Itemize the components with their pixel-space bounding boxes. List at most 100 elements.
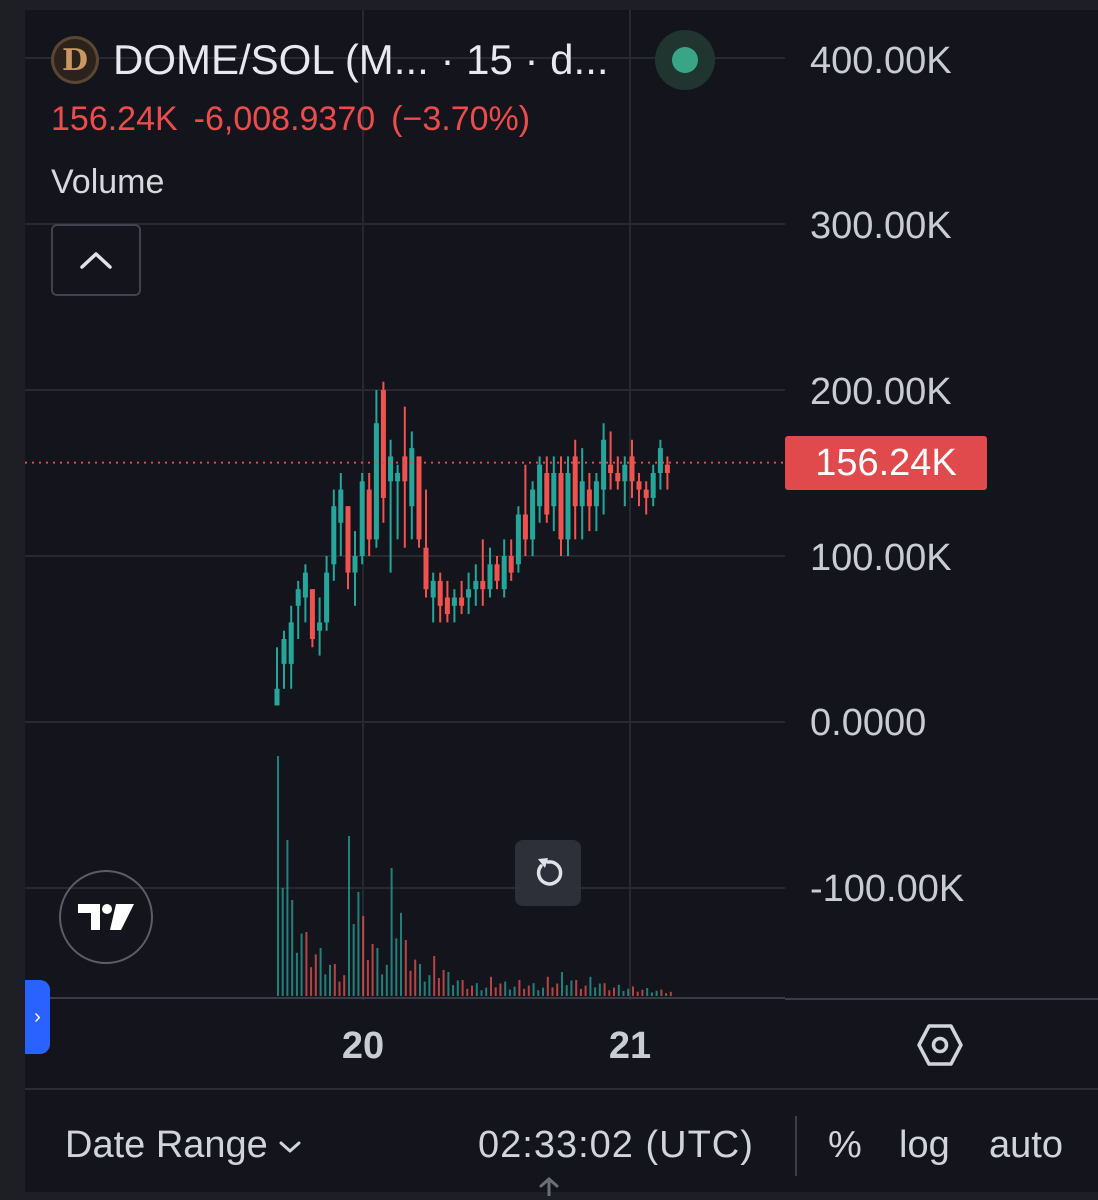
y-tick-label: -100.00K — [810, 868, 965, 910]
candle-body-down — [480, 580, 486, 590]
axis-divider — [785, 998, 1098, 1000]
candle-body-up — [601, 439, 607, 490]
volume-bar — [452, 985, 455, 996]
volume-bar — [665, 993, 668, 996]
date-range-label: Date Range — [65, 1124, 268, 1166]
volume-bar — [475, 983, 478, 996]
volume-bar — [537, 990, 540, 996]
candle-body-up — [466, 589, 472, 598]
volume-bar — [366, 960, 369, 996]
volume-bar — [423, 981, 426, 996]
rotate-reset-icon — [536, 858, 563, 886]
candle-body-down — [345, 506, 351, 573]
settings-hexagon-icon — [917, 1024, 963, 1066]
volume-bar — [314, 954, 317, 996]
volume-bar — [362, 916, 365, 996]
market-status-indicator[interactable] — [654, 30, 715, 90]
volume-bar — [466, 988, 469, 996]
auto-scale-toggle[interactable]: auto — [989, 1124, 1063, 1166]
volume-bar — [570, 980, 573, 996]
candle-body-down — [444, 597, 450, 615]
y-tick-label: 0.0000 — [810, 702, 927, 744]
price-change: -6,008.9370 — [193, 100, 376, 138]
reset-chart-button[interactable] — [515, 840, 581, 906]
chart-settings-button[interactable] — [915, 1020, 965, 1070]
candle-body-up — [565, 473, 571, 540]
volume-bar — [447, 972, 450, 996]
volume-bar — [461, 980, 464, 996]
sidebar-toggle-button[interactable]: › — [25, 980, 50, 1054]
utc-clock[interactable]: 02:33:02 (UTC) — [478, 1124, 754, 1166]
volume-bar — [281, 888, 284, 996]
volume-bar — [650, 992, 653, 996]
volume-bar — [532, 983, 535, 996]
tradingview-logo[interactable] — [59, 870, 153, 964]
candle-body-up — [579, 481, 585, 507]
volume-bar — [598, 983, 601, 996]
volume-bar — [490, 976, 492, 996]
volume-bar — [542, 987, 544, 996]
collapse-legend-button[interactable] — [51, 224, 141, 296]
volume-bar — [390, 868, 393, 996]
volume-bar — [310, 967, 313, 996]
log-scale-toggle[interactable]: log — [899, 1124, 950, 1166]
volume-bar — [565, 985, 568, 996]
volume-bar — [395, 938, 398, 996]
volume-bar — [556, 983, 559, 996]
y-tick-label: 300.00K — [810, 205, 952, 247]
candle-body-up — [409, 448, 415, 507]
chart-footer: Date Range 02:33:02 (UTC) % log auto — [25, 1088, 1098, 1196]
candle-body-down — [558, 473, 564, 540]
chart-header: D DOME/SOL (M... · 15 · d... 156.24K -6,0… — [51, 30, 791, 296]
price-row: 156.24K -6,008.9370 (−3.70%) — [51, 100, 791, 139]
volume-bar — [419, 964, 421, 996]
candle-body-up — [302, 572, 308, 598]
chevron-down-icon — [279, 1141, 301, 1153]
volume-bar — [513, 986, 516, 996]
volume-bar — [352, 924, 355, 996]
arrow-up-icon — [539, 1177, 559, 1196]
volume-bar — [409, 970, 412, 996]
volume-bar — [381, 974, 384, 996]
volume-bar — [319, 948, 322, 996]
price-axis[interactable]: 400.00K 300.00K 200.00K 100.00K 0.0000 -… — [785, 10, 1098, 1000]
date-range-dropdown[interactable]: Date Range — [65, 1124, 302, 1167]
candle-body-up — [551, 473, 557, 507]
volume-bar — [561, 972, 563, 996]
percent-scale-toggle[interactable]: % — [828, 1124, 862, 1166]
candle-body-up — [373, 423, 379, 540]
candle-body-down — [437, 580, 443, 606]
volume-bar — [348, 836, 350, 996]
volume-bar — [277, 756, 279, 996]
candle-body-up — [593, 481, 599, 507]
symbol-title[interactable]: DOME/SOL (M... · 15 · d... — [113, 36, 609, 83]
volume-bar — [404, 940, 407, 996]
x-tick-label: 21 — [608, 1025, 652, 1067]
volume-bar — [433, 956, 436, 996]
candle-body-down — [423, 547, 429, 590]
candle-body-down — [636, 481, 642, 490]
volume-bar — [523, 988, 526, 996]
candle-body-up — [317, 622, 323, 631]
tradingview-logo-icon — [78, 904, 134, 930]
volume-bar — [660, 989, 663, 996]
volume-bar — [305, 932, 308, 996]
candle-body-up — [331, 506, 337, 565]
token-logo-letter: D — [61, 42, 88, 78]
candle-body-up — [338, 489, 344, 523]
volume-bar — [480, 990, 483, 996]
volume-bar — [376, 948, 379, 996]
candle-body-down — [664, 464, 670, 473]
volume-bar — [551, 987, 554, 996]
candle-body-down — [402, 456, 408, 482]
y-tick-label: 400.00K — [810, 40, 952, 82]
volume-bar — [471, 985, 473, 996]
candle-body-down — [615, 473, 621, 482]
volume-indicator-label[interactable]: Volume — [51, 163, 165, 201]
price-change-percent: (−3.70%) — [391, 100, 531, 138]
candle-body-down — [522, 514, 528, 540]
candle-body-down — [586, 489, 592, 507]
candle-body-down — [508, 556, 514, 573]
candle-body-up — [530, 489, 536, 540]
price-plot[interactable] — [25, 10, 785, 1000]
